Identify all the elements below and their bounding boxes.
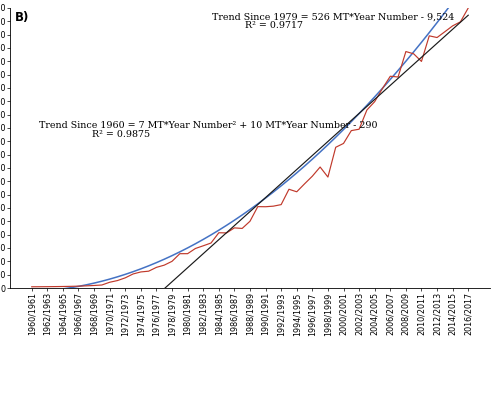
Text: Trend Since 1979 = 526 MT*Year Number - 9,524: Trend Since 1979 = 526 MT*Year Number - … — [211, 12, 454, 21]
Text: R² = 0.9875: R² = 0.9875 — [92, 130, 149, 139]
Text: Trend Since 1960 = 7 MT*Year Number² + 10 MT*Year Number - 290: Trend Since 1960 = 7 MT*Year Number² + 1… — [39, 121, 377, 130]
Text: R² = 0.9717: R² = 0.9717 — [245, 20, 303, 30]
Text: B): B) — [15, 11, 29, 24]
